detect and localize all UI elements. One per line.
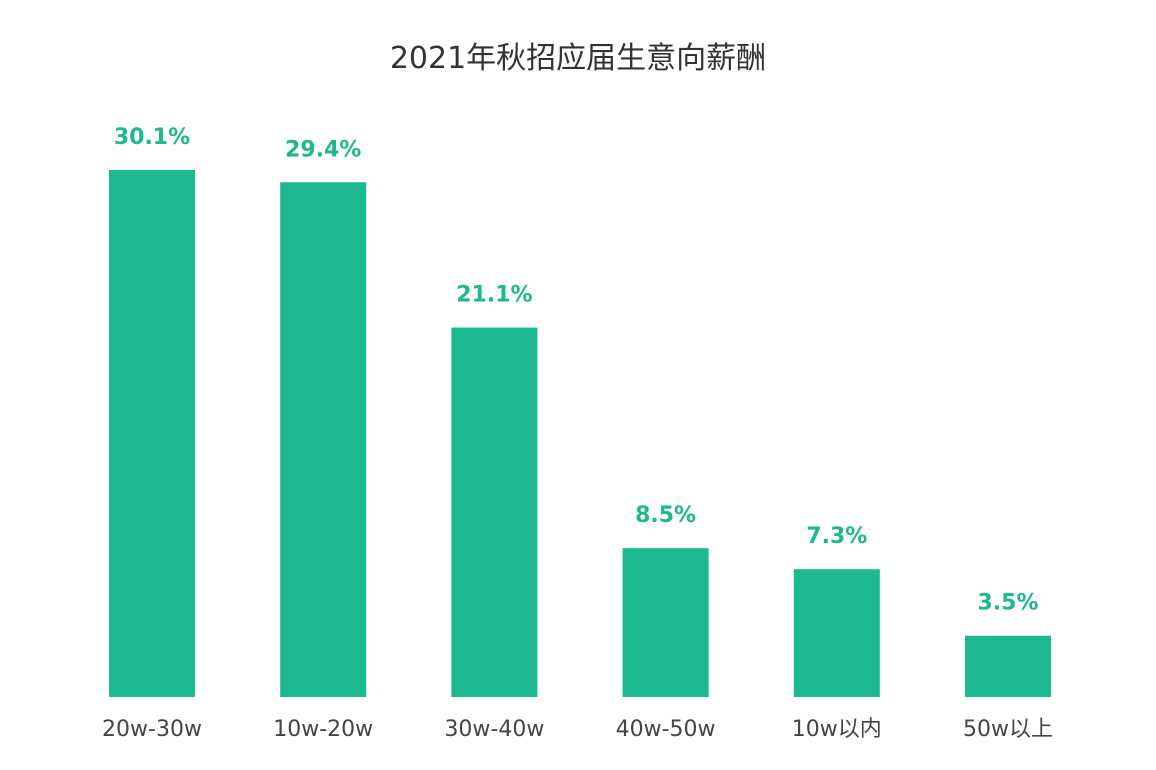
x-tick-label: 20w-30w [102,717,202,742]
bar-20w-30w [109,170,195,697]
bar-10w以内 [793,569,880,697]
chart-title: 2021年秋招应届生意向薪酬 [390,41,766,76]
data-label: 3.5% [977,591,1038,616]
data-label: 21.1% [456,283,532,308]
bar-30w-40w [451,327,538,697]
data-label: 8.5% [635,503,696,528]
x-tick-label: 40w-50w [616,717,716,742]
data-label: 7.3% [806,524,867,549]
data-label: 30.1% [114,125,190,150]
x-tick-label: 50w以上 [963,717,1053,742]
bar-50w以上 [965,635,1051,697]
x-tick-label: 10w-20w [273,717,373,742]
bar-40w-50w [622,548,709,697]
x-tick-label: 30w-40w [444,717,544,742]
bar-10w-20w [280,182,367,698]
data-label: 29.4% [285,137,361,162]
x-tick-label: 10w以内 [792,717,882,742]
